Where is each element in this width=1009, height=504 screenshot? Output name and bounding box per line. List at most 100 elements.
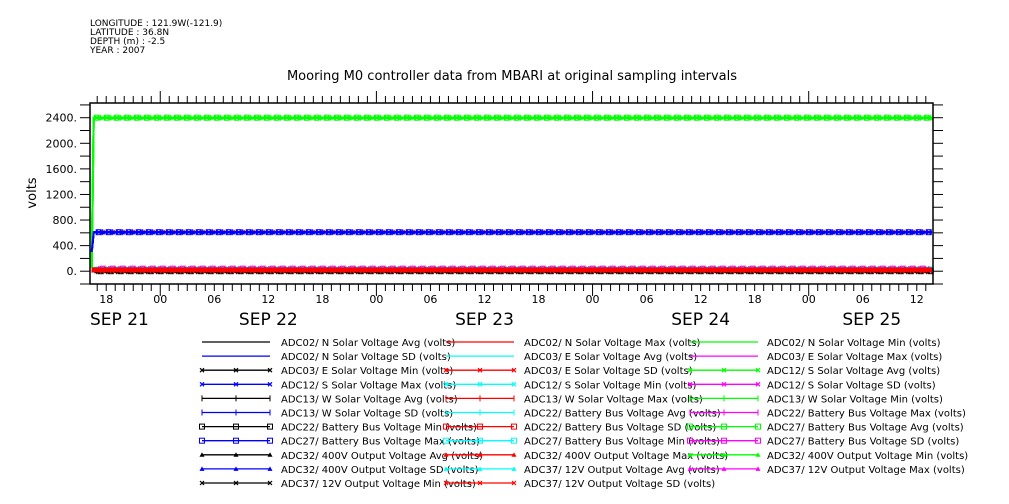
series-marker — [860, 229, 866, 235]
series-marker — [150, 229, 156, 235]
series-marker — [790, 267, 796, 273]
series-marker — [208, 115, 214, 120]
legend-item: ADC22/ Battery Bus Voltage SD (volts) — [443, 423, 716, 434]
series-marker — [710, 229, 716, 235]
legend-item: ADC37/ 12V Output Voltage SD (volts) — [443, 479, 715, 490]
series-marker — [340, 229, 346, 235]
legend-item: ADC27/ Battery Bus Voltage Avg (volts) — [687, 423, 964, 434]
series-marker — [260, 267, 266, 273]
series-marker — [818, 115, 824, 120]
series-line — [90, 116, 932, 268]
series-marker — [528, 115, 534, 120]
series-marker — [300, 229, 306, 235]
series-marker — [550, 267, 556, 273]
triangle-marker-icon — [267, 466, 273, 471]
series-marker — [400, 229, 406, 235]
x-tick-label: 00 — [586, 293, 600, 306]
series-marker — [130, 267, 136, 273]
series-marker — [828, 115, 834, 120]
series-marker — [770, 267, 776, 273]
legend-label: ADC12/ S Solar Voltage Avg (volts) — [767, 366, 940, 377]
series-marker — [398, 115, 404, 120]
x-tick-label: 06 — [423, 293, 437, 306]
series-26 — [90, 115, 934, 268]
series-marker — [138, 115, 144, 120]
x-tick-label: 12 — [694, 293, 708, 306]
x-marker-icon — [721, 381, 727, 387]
series-marker — [670, 229, 676, 235]
series-marker — [150, 267, 156, 273]
y-tick-label: 400. — [53, 240, 78, 253]
series-marker — [408, 115, 414, 120]
series-marker — [670, 267, 676, 273]
series-line — [90, 116, 932, 268]
legend-label: ADC22/ Battery Bus Voltage Max (volts) — [767, 409, 966, 420]
y-tick-label: 1200. — [46, 188, 78, 201]
series-marker — [540, 267, 546, 273]
x-marker-icon — [233, 480, 239, 486]
x-marker-icon — [755, 381, 761, 387]
series-marker — [510, 267, 516, 273]
square-marker-icon — [687, 423, 693, 430]
legend-item: ADC22/ Battery Bus Voltage Avg (volts) — [445, 409, 721, 420]
series-marker — [220, 267, 226, 273]
series-marker — [688, 115, 694, 120]
series-marker — [118, 115, 124, 120]
series-marker — [780, 267, 786, 273]
x-marker-icon — [477, 381, 483, 387]
y-tick-label: 2000. — [46, 137, 78, 150]
series-marker — [660, 229, 666, 235]
x-tick-label: 06 — [207, 293, 221, 306]
series-marker — [690, 267, 696, 273]
series-marker — [320, 267, 326, 273]
series-marker — [200, 267, 206, 273]
x-date-label: SEP 23 — [455, 310, 514, 330]
series-marker — [668, 115, 674, 120]
series-marker — [100, 229, 106, 235]
series-marker — [728, 115, 734, 120]
x-marker-icon — [199, 381, 205, 387]
legend-item: ADC12/ S Solar Voltage Max (volts) — [199, 380, 456, 391]
series-marker — [830, 229, 836, 235]
series-marker — [178, 115, 184, 120]
series-marker — [548, 115, 554, 120]
series-marker — [648, 115, 654, 120]
legend-item: ADC37/ 12V Output Voltage Avg (volts) — [443, 465, 720, 476]
legend-item: ADC13/ W Solar Voltage Min (volts) — [689, 394, 943, 405]
series-layer — [90, 114, 934, 275]
series-marker — [360, 267, 366, 273]
series-marker — [510, 229, 516, 235]
square-marker-icon — [755, 437, 761, 444]
series-marker — [700, 229, 706, 235]
legend-item: ADC22/ Battery Bus Voltage Max (volts) — [689, 409, 966, 420]
series-marker — [280, 267, 286, 273]
series-marker — [830, 267, 836, 273]
legend-label: ADC13/ W Solar Voltage Avg (volts) — [281, 394, 458, 405]
series-marker — [360, 229, 366, 235]
x-marker-icon — [687, 367, 693, 373]
series-marker — [300, 267, 306, 273]
series-marker — [928, 115, 934, 120]
series-marker — [380, 229, 386, 235]
legend-item: ADC32/ 400V Output Voltage SD (volts) — [199, 465, 479, 476]
y-tick-label: 1600. — [46, 163, 78, 176]
series-marker — [758, 115, 764, 120]
legend-item: ADC03/ E Solar Voltage Avg (volts) — [446, 352, 697, 363]
series-marker — [508, 115, 514, 120]
series-marker — [588, 115, 594, 120]
series-marker — [630, 229, 636, 235]
series-marker — [270, 229, 276, 235]
legend-label: ADC03/ E Solar Voltage SD (volts) — [524, 366, 693, 377]
series-marker — [640, 267, 646, 273]
series-marker — [120, 229, 126, 235]
series-marker — [720, 267, 726, 273]
x-tick-label: 18 — [315, 293, 329, 306]
legend-label: ADC37/ 12V Output Voltage Avg (volts) — [524, 465, 720, 476]
series-marker — [798, 115, 804, 120]
series-marker — [170, 229, 176, 235]
series-marker — [600, 267, 606, 273]
series-marker — [570, 267, 576, 273]
legend-label: ADC13/ W Solar Voltage Min (volts) — [767, 394, 943, 405]
series-marker — [140, 267, 146, 273]
series-marker — [920, 267, 926, 273]
